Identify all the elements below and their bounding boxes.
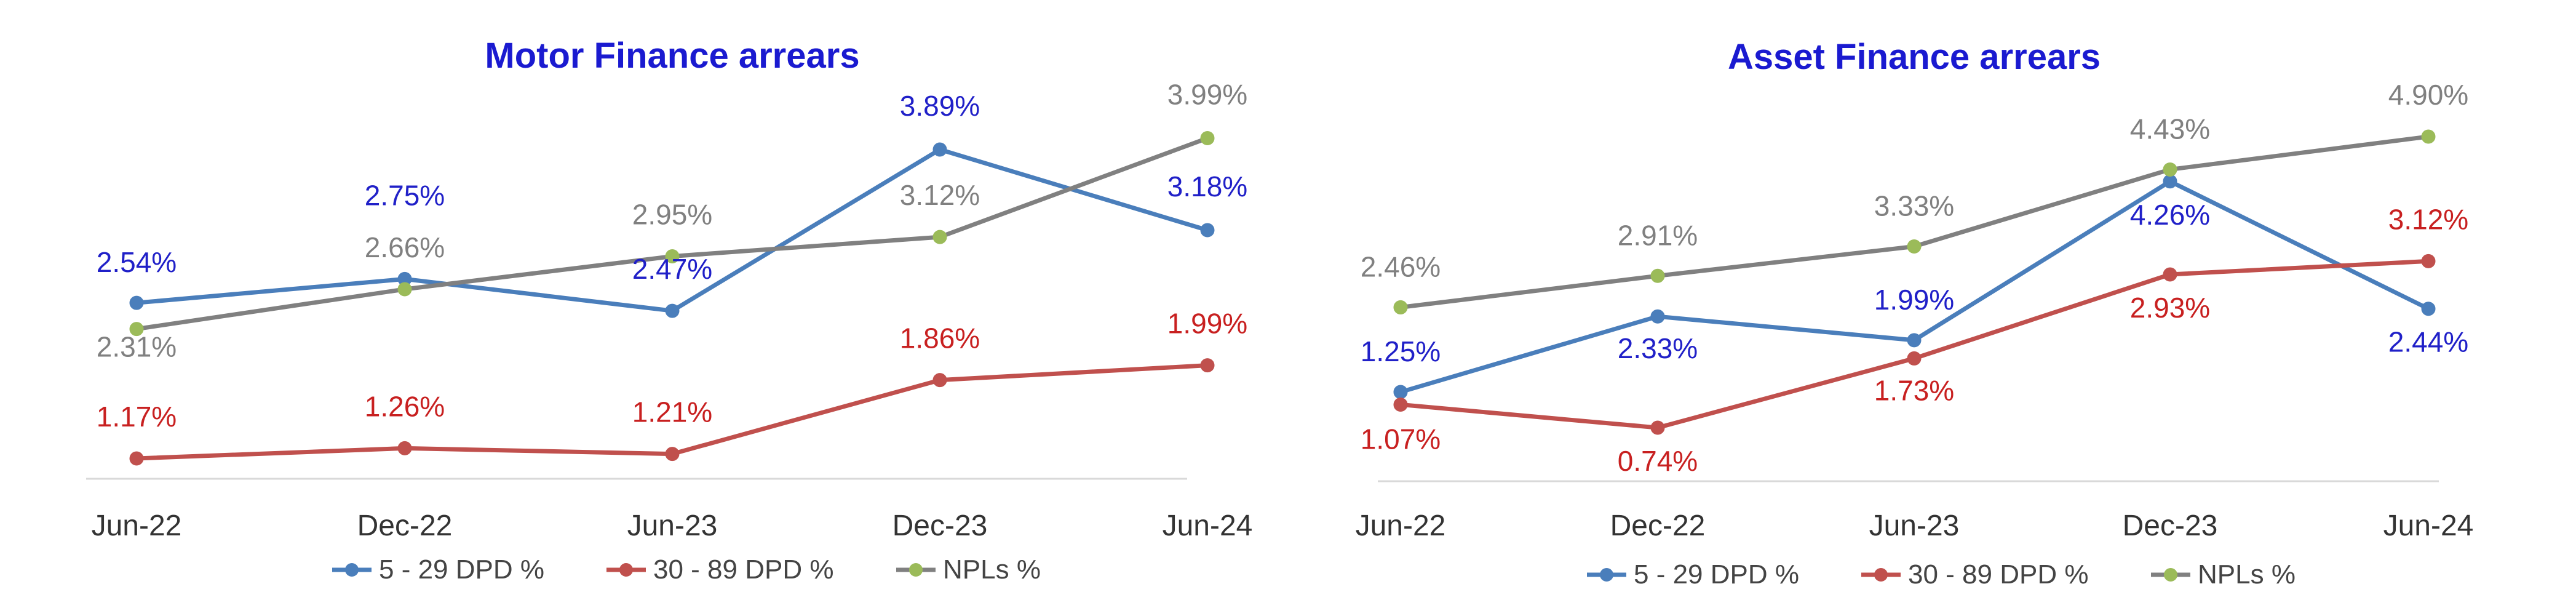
data-label: 4.90% [2388, 79, 2468, 111]
data-label: 1.73% [1874, 374, 1954, 406]
legend-swatch-marker [345, 563, 359, 577]
data-point [129, 295, 144, 310]
x-tick-label: Jun-22 [1356, 510, 1446, 542]
legend-entry: 5 - 29 DPD % [379, 554, 544, 585]
data-point [2421, 302, 2436, 316]
chart-title: Motor Finance arrears [485, 36, 859, 76]
data-point [932, 230, 947, 244]
data-label: 3.99% [1167, 79, 1247, 111]
motor-finance-chart: Motor Finance arrears Jun-22 Dec-22 Jun-23 D… [86, 36, 1252, 585]
data-label: 1.99% [1167, 308, 1247, 340]
data-label: 3.89% [900, 90, 980, 122]
legend-swatch-marker [619, 563, 633, 577]
data-point [397, 282, 412, 297]
data-label: 1.21% [632, 396, 712, 428]
legend-entry: 5 - 29 DPD % [1634, 559, 1799, 590]
data-point [2421, 129, 2436, 144]
series-line [1400, 134, 2429, 310]
legend-swatch-marker [1600, 568, 1613, 582]
data-point [665, 249, 680, 263]
data-point [1393, 397, 1408, 412]
data-point [665, 303, 680, 318]
data-point [1907, 239, 1922, 254]
data-label: 1.25% [1361, 335, 1441, 367]
data-point [2163, 267, 2177, 282]
legend-swatch-marker [2164, 568, 2177, 582]
data-label: 2.44% [2388, 326, 2468, 358]
asset-finance-chart: Asset Finance arrears Jun-22 Dec-22 Jun-23 D… [1356, 37, 2474, 590]
data-label: 2.33% [1618, 332, 1698, 364]
data-point [1200, 131, 1215, 146]
data-label: 3.33% [1874, 190, 1954, 222]
data-label: 3.12% [2388, 203, 2468, 235]
data-label: 1.86% [900, 322, 980, 354]
x-tick-label: Jun-24 [2383, 510, 2474, 542]
x-tick-label: Dec-23 [892, 510, 988, 542]
data-point [1907, 351, 1922, 366]
data-label: 2.93% [2130, 292, 2210, 324]
data-label: 4.26% [2130, 199, 2210, 231]
x-tick-label: Jun-23 [627, 510, 718, 542]
data-point [1200, 223, 1215, 238]
data-point [129, 322, 144, 337]
data-label: 2.66% [365, 231, 445, 263]
data-label: 1.99% [1874, 284, 1954, 316]
data-point [1393, 300, 1408, 314]
data-label: 2.95% [632, 198, 712, 230]
data-point [2421, 254, 2436, 268]
data-point [1200, 358, 1215, 373]
data-point [932, 142, 947, 157]
data-point [2163, 162, 2177, 177]
data-point [2163, 174, 2177, 189]
data-label: 4.43% [2130, 113, 2210, 145]
x-tick-label: Dec-22 [1610, 510, 1706, 542]
data-label: 3.12% [900, 179, 980, 211]
legend-entry: 30 - 89 DPD % [653, 554, 833, 585]
data-label: 0.74% [1618, 445, 1698, 477]
data-point [1650, 309, 1665, 324]
data-point [129, 451, 144, 466]
data-label: 2.46% [1361, 250, 1441, 282]
chart-title: Asset Finance arrears [1728, 37, 2101, 77]
data-label: 1.07% [1361, 423, 1441, 455]
x-tick-label: Dec-22 [357, 510, 453, 542]
data-point [1907, 333, 1922, 348]
legend-entry: 30 - 89 DPD % [1908, 559, 2088, 590]
x-tick-label: Jun-23 [1869, 510, 1960, 542]
data-label: 2.75% [365, 179, 445, 211]
x-tick-label: Jun-24 [1163, 510, 1253, 542]
data-point [665, 447, 680, 462]
data-point [1650, 268, 1665, 283]
data-point [1393, 385, 1408, 399]
legend-entry: NPLs % [2198, 559, 2296, 590]
data-point [932, 373, 947, 388]
data-label: 2.47% [632, 253, 712, 285]
data-label: 3.18% [1167, 170, 1247, 202]
data-label: 1.17% [97, 401, 177, 433]
legend-swatch-marker [909, 563, 923, 577]
data-point [397, 441, 412, 455]
legend-entry: NPLs % [943, 554, 1041, 585]
legend-swatch-marker [1874, 568, 1888, 582]
data-point [1650, 420, 1665, 435]
x-tick-label: Dec-23 [2123, 510, 2218, 542]
data-label: 1.26% [365, 390, 445, 422]
series-line [136, 136, 1209, 332]
data-label: 2.54% [97, 246, 177, 278]
data-label: 2.31% [97, 331, 177, 363]
x-tick-label: Jun-22 [92, 510, 182, 542]
data-label: 2.91% [1618, 219, 1698, 251]
